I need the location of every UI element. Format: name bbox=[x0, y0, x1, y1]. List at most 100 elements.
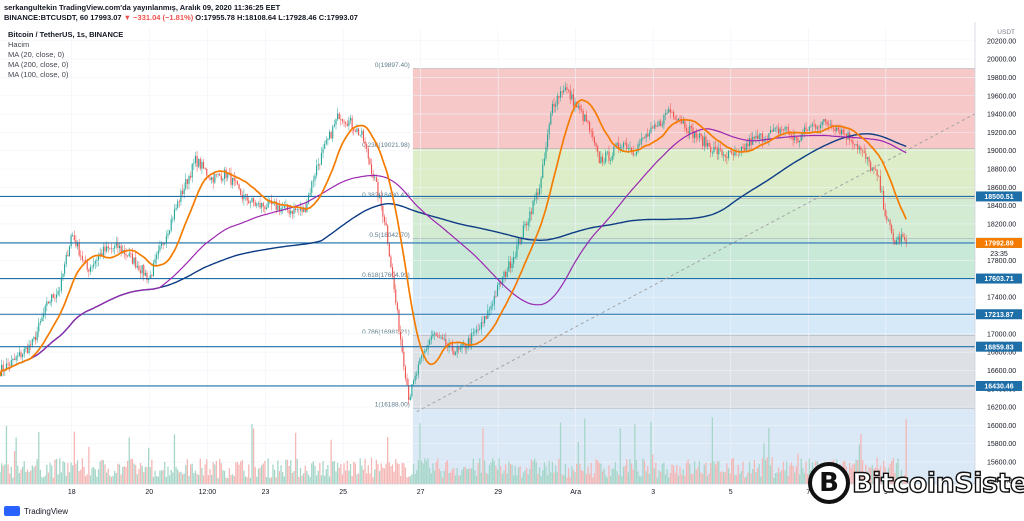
fib-label-0.236: 0.236(19021.98) bbox=[362, 142, 410, 149]
volume-bar bbox=[12, 477, 14, 484]
volume-bar bbox=[550, 472, 552, 484]
candle-body bbox=[211, 177, 213, 180]
level-tag: 17603.71 bbox=[984, 276, 1013, 283]
volume-bar bbox=[122, 467, 124, 484]
candle-body bbox=[440, 337, 442, 338]
candle-body bbox=[724, 154, 726, 157]
x-tick-label: 7 bbox=[806, 489, 810, 496]
candle-body bbox=[601, 156, 604, 163]
candle-body bbox=[538, 188, 541, 195]
candle-body bbox=[718, 148, 720, 155]
candle-body bbox=[236, 181, 239, 185]
candle-body bbox=[584, 114, 586, 121]
volume-bar bbox=[529, 468, 531, 484]
candle-body bbox=[403, 351, 405, 367]
candle-body bbox=[275, 201, 277, 210]
candle-body bbox=[257, 203, 260, 204]
candle-body bbox=[330, 131, 332, 139]
volume-bar bbox=[534, 458, 536, 484]
volume-bar bbox=[419, 423, 421, 484]
volume-bar bbox=[621, 475, 623, 484]
candle-body bbox=[102, 246, 104, 256]
volume-bar bbox=[598, 463, 600, 484]
candle-body bbox=[219, 173, 221, 176]
candle-body bbox=[369, 158, 371, 165]
volume-bar bbox=[291, 472, 294, 484]
candle-body bbox=[545, 147, 547, 159]
volume-bar bbox=[672, 465, 675, 484]
volume-bar bbox=[808, 458, 810, 484]
candle-body bbox=[148, 278, 150, 281]
candle-body bbox=[477, 329, 479, 331]
candle-body bbox=[836, 127, 838, 131]
volume-bar bbox=[522, 472, 525, 484]
volume-bar bbox=[752, 469, 754, 484]
volume-bar bbox=[101, 459, 103, 484]
candle-body bbox=[183, 188, 185, 195]
volume-bar bbox=[272, 464, 274, 484]
volume-bar bbox=[660, 471, 662, 484]
volume-bar bbox=[466, 469, 468, 484]
level-tag: 16430.46 bbox=[984, 384, 1013, 391]
price-chart[interactable]: 0(19897.40) 0.236(19021.98) 0.382(18480.42… bbox=[0, 22, 1024, 506]
volume-bar bbox=[891, 460, 893, 484]
volume-bar bbox=[852, 464, 854, 484]
volume-bar bbox=[395, 459, 397, 484]
candle-body bbox=[569, 90, 571, 100]
volume-bar bbox=[301, 475, 303, 484]
candle-body bbox=[492, 304, 494, 306]
fib-zone-0.5 bbox=[412, 238, 975, 279]
volume-bar bbox=[690, 473, 692, 484]
candle-body bbox=[17, 355, 19, 357]
candle-body bbox=[611, 155, 613, 160]
volume-bar bbox=[714, 464, 717, 484]
volume-bar bbox=[569, 477, 571, 484]
tradingview-footer[interactable]: TradingView bbox=[4, 506, 68, 516]
volume-bar bbox=[765, 459, 767, 484]
price-summary: BINANCE:BTCUSDT, 60 17993.07 bbox=[4, 13, 122, 22]
candle-body bbox=[535, 192, 537, 199]
volume-bar bbox=[634, 424, 636, 484]
candle-body bbox=[808, 126, 810, 131]
candle-body bbox=[131, 253, 134, 264]
volume-bar bbox=[416, 470, 418, 484]
candle-body bbox=[209, 177, 211, 180]
volume-bar bbox=[803, 473, 806, 484]
volume-bar bbox=[23, 461, 25, 484]
volume-bar bbox=[513, 475, 515, 484]
volume-bar bbox=[558, 458, 560, 484]
volume-bar bbox=[312, 461, 315, 484]
x-tick-label: 20 bbox=[145, 489, 153, 496]
candle-body bbox=[900, 234, 902, 243]
volume-bar bbox=[779, 472, 781, 484]
candle-body bbox=[868, 157, 870, 162]
volume-bar bbox=[57, 474, 59, 484]
volume-bar bbox=[63, 462, 66, 484]
volume-bar bbox=[509, 464, 512, 484]
y-tick-label: 17000.00 bbox=[987, 331, 1016, 338]
volume-bar bbox=[437, 458, 439, 484]
candle-body bbox=[238, 184, 240, 189]
candle-body bbox=[114, 245, 116, 249]
candle-body bbox=[212, 177, 214, 183]
candle-body bbox=[500, 282, 502, 285]
volume-bar bbox=[689, 463, 691, 484]
volume-bar bbox=[424, 458, 426, 484]
volume-bar bbox=[283, 476, 285, 484]
candle-body bbox=[324, 143, 326, 149]
volume-bar bbox=[319, 463, 321, 484]
volume-bar bbox=[412, 464, 415, 484]
candle-body bbox=[382, 206, 384, 217]
volume-bar bbox=[38, 432, 40, 484]
candle-body bbox=[671, 112, 673, 113]
candle-body bbox=[790, 134, 793, 136]
level-tag-bg bbox=[976, 191, 1022, 202]
volume-bar bbox=[34, 465, 37, 484]
volume-bar bbox=[173, 434, 176, 484]
candle-body bbox=[782, 129, 784, 131]
candle-body bbox=[190, 175, 192, 178]
volume-bar bbox=[603, 468, 605, 484]
candle-body bbox=[824, 119, 826, 122]
volume-bar bbox=[201, 467, 203, 484]
volume-bar bbox=[571, 466, 573, 484]
